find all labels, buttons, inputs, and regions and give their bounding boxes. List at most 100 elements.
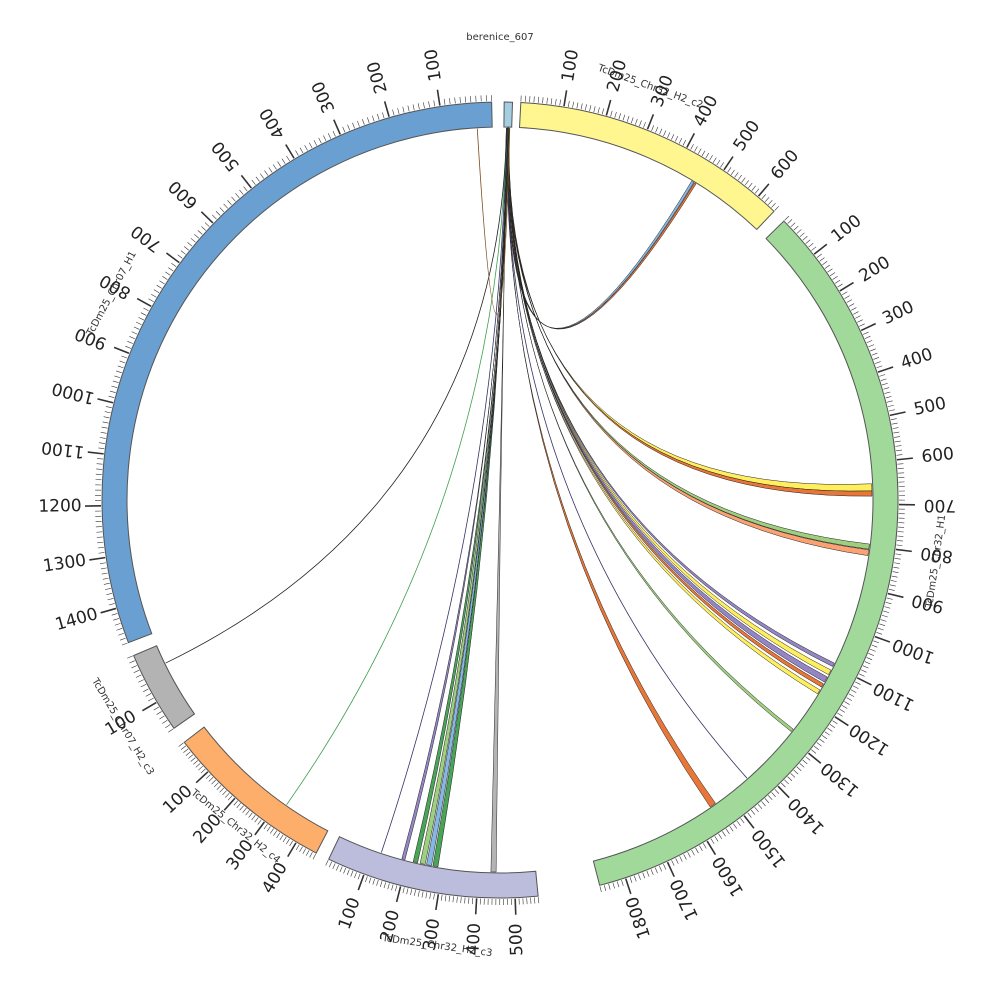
tick-mark <box>383 882 387 889</box>
tick-mark <box>452 896 454 903</box>
tick-mark <box>133 669 140 674</box>
tick-mark <box>254 821 266 836</box>
tick-mark <box>231 196 236 202</box>
tick-mark <box>869 648 876 652</box>
tick-mark <box>781 782 786 788</box>
segment-tcdm25-chr32-h2-c2 <box>518 102 775 231</box>
segment-tcdm25-chr32-h1 <box>592 220 899 886</box>
tick-mark <box>336 864 340 871</box>
tick-mark <box>347 124 351 131</box>
tick-mark <box>824 731 830 736</box>
tick-mark <box>395 886 402 903</box>
tick-mark <box>119 360 126 364</box>
tick-mark <box>251 179 256 185</box>
tick-mark <box>143 307 149 312</box>
tick-mark <box>871 644 878 648</box>
tick-mark <box>855 681 861 685</box>
tick-mark <box>682 139 687 146</box>
tick-mark <box>117 365 124 369</box>
tick-mark <box>537 96 540 103</box>
tick-mark <box>757 804 763 810</box>
tick-mark <box>162 719 168 724</box>
tick-mark <box>140 683 147 688</box>
tick-mark <box>881 614 888 618</box>
tick-mark <box>852 685 859 689</box>
tick-mark <box>796 766 802 771</box>
tick-label: 500 <box>208 137 244 175</box>
tick-mark <box>180 250 186 255</box>
tick-mark <box>208 777 214 782</box>
tick-mark <box>263 824 268 830</box>
tick-mark <box>183 246 190 251</box>
tick-mark <box>114 623 121 626</box>
tick-mark <box>774 789 780 794</box>
tick-mark <box>304 145 308 151</box>
tick-mark <box>421 891 424 898</box>
tick-mark <box>860 322 877 332</box>
tick-mark <box>667 132 671 138</box>
tick-label: 300 <box>647 72 678 110</box>
tick-mark <box>646 114 655 130</box>
tick-mark <box>245 810 250 816</box>
tick-mark <box>459 96 461 103</box>
tick-mark <box>116 628 123 631</box>
tick-mark <box>622 114 626 121</box>
tick-mark <box>816 253 822 258</box>
tick-mark <box>889 584 896 587</box>
tick-mark <box>754 806 759 812</box>
tick-mark <box>850 307 857 311</box>
tick-mark <box>550 98 553 105</box>
tick-mark <box>448 895 451 902</box>
tick-mark <box>190 757 196 762</box>
tick-mark <box>257 819 262 825</box>
tick-mark <box>761 801 766 807</box>
tick-label: 100 <box>159 781 196 818</box>
tick-mark <box>683 854 687 860</box>
tick-mark <box>834 716 849 727</box>
tick-mark <box>860 669 867 673</box>
tick-mark <box>313 140 318 146</box>
tick-mark <box>896 544 903 546</box>
tick-mark <box>876 365 883 369</box>
tick-mark <box>286 155 290 162</box>
tick-mark <box>135 674 142 678</box>
tick-mark <box>104 587 111 590</box>
tick-mark <box>885 396 892 399</box>
link-ribbon <box>426 127 510 866</box>
tick-mark <box>687 851 691 858</box>
tick-mark <box>103 416 110 419</box>
tick-mark <box>178 742 184 747</box>
tick-mark <box>372 115 375 122</box>
tick-mark <box>357 873 361 880</box>
tick-mark <box>659 865 662 872</box>
tick-mark <box>744 180 749 186</box>
tick-mark <box>862 665 869 669</box>
tick-mark <box>829 724 836 728</box>
tick-mark <box>866 657 873 661</box>
tick-mark <box>879 623 886 626</box>
tick-mark <box>219 207 225 213</box>
tick-mark <box>425 892 428 899</box>
tick-mark <box>679 856 683 862</box>
tick-mark <box>162 276 168 280</box>
tick-mark <box>464 897 466 904</box>
tick-label: 100 <box>558 48 583 83</box>
tick-mark <box>750 809 756 815</box>
link-ribbon <box>507 127 835 667</box>
links-layer <box>165 127 873 873</box>
tick-mark <box>99 437 106 439</box>
tick-mark <box>706 840 717 856</box>
tick-mark <box>638 874 641 880</box>
tick-mark <box>618 113 621 120</box>
tick-mark <box>774 206 780 211</box>
tick-mark <box>148 697 154 702</box>
tick-mark <box>350 870 354 877</box>
tick-label: 600 <box>165 176 202 213</box>
tick-mark <box>850 689 857 693</box>
tick-mark <box>100 567 107 570</box>
tick-mark <box>884 606 891 609</box>
tick-mark <box>896 540 903 542</box>
tick-mark <box>243 186 248 192</box>
tick-mark <box>777 785 790 799</box>
